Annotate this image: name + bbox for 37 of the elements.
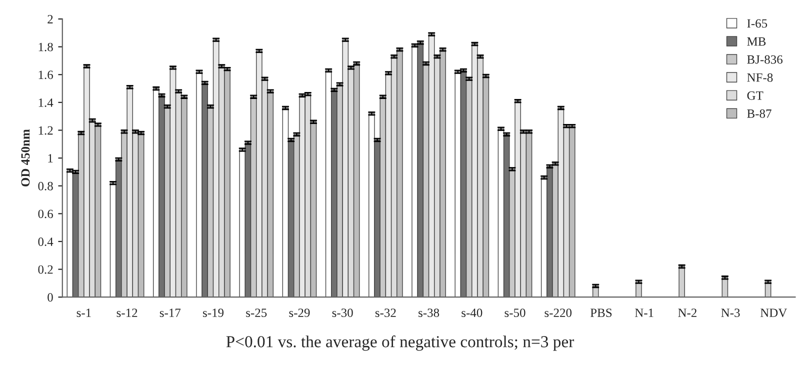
x-tick-label: s-40 <box>462 308 482 318</box>
y-tick-label: 0.6 <box>38 210 53 218</box>
y-tick-label: 1.8 <box>38 42 53 52</box>
x-tick-label: s-32 <box>375 308 396 318</box>
x-tick-label: s-19 <box>203 308 224 318</box>
legend-label: GT <box>747 91 764 100</box>
legend-label: B-87 <box>747 109 772 118</box>
x-tick-label: s-1 <box>76 308 91 318</box>
legend-label: I-65 <box>747 19 768 28</box>
y-tick-label: 0.2 <box>38 265 53 274</box>
legend-label: MB <box>747 37 766 46</box>
x-tick-label: s-12 <box>116 308 138 318</box>
x-tick-label: s-50 <box>504 308 526 318</box>
text: P<0.01 vs. the average of negative controls; n=3 per <box>226 335 574 351</box>
y-tick-label: 0.4 <box>38 238 54 246</box>
x-tick-label: s-30 <box>332 308 353 318</box>
x-tick-label: s-220 <box>544 308 572 318</box>
legend-label: BJ-836 <box>747 55 782 64</box>
y-tick-label: 1.6 <box>38 70 53 80</box>
x-tick-label: s-25 <box>246 308 267 318</box>
y-tick-label: 1.2 <box>38 126 53 135</box>
x-tick-label: s-38 <box>418 308 440 318</box>
y-tick-label: 0.8 <box>38 182 53 190</box>
legend-label: NF-8 <box>747 73 773 82</box>
x-tick-label: N-3 <box>721 308 740 318</box>
y-tick-label: 1.4 <box>38 98 54 107</box>
y-tick-label: 1 <box>48 154 53 162</box>
y-tick-label: 0 <box>48 293 53 302</box>
x-tick-label: N-2 <box>678 308 696 317</box>
x-tick-label: s-17 <box>160 308 181 318</box>
x-tick-label: NDV <box>760 308 788 318</box>
y-axis-title: OD 450nm <box>21 129 30 186</box>
x-tick-label: N-1 <box>634 308 654 317</box>
bar <box>678 266 685 298</box>
x-tick-label: s-29 <box>289 308 310 318</box>
y-tick-label: 2 <box>48 15 53 24</box>
x-tick-label: PBS <box>590 308 612 318</box>
